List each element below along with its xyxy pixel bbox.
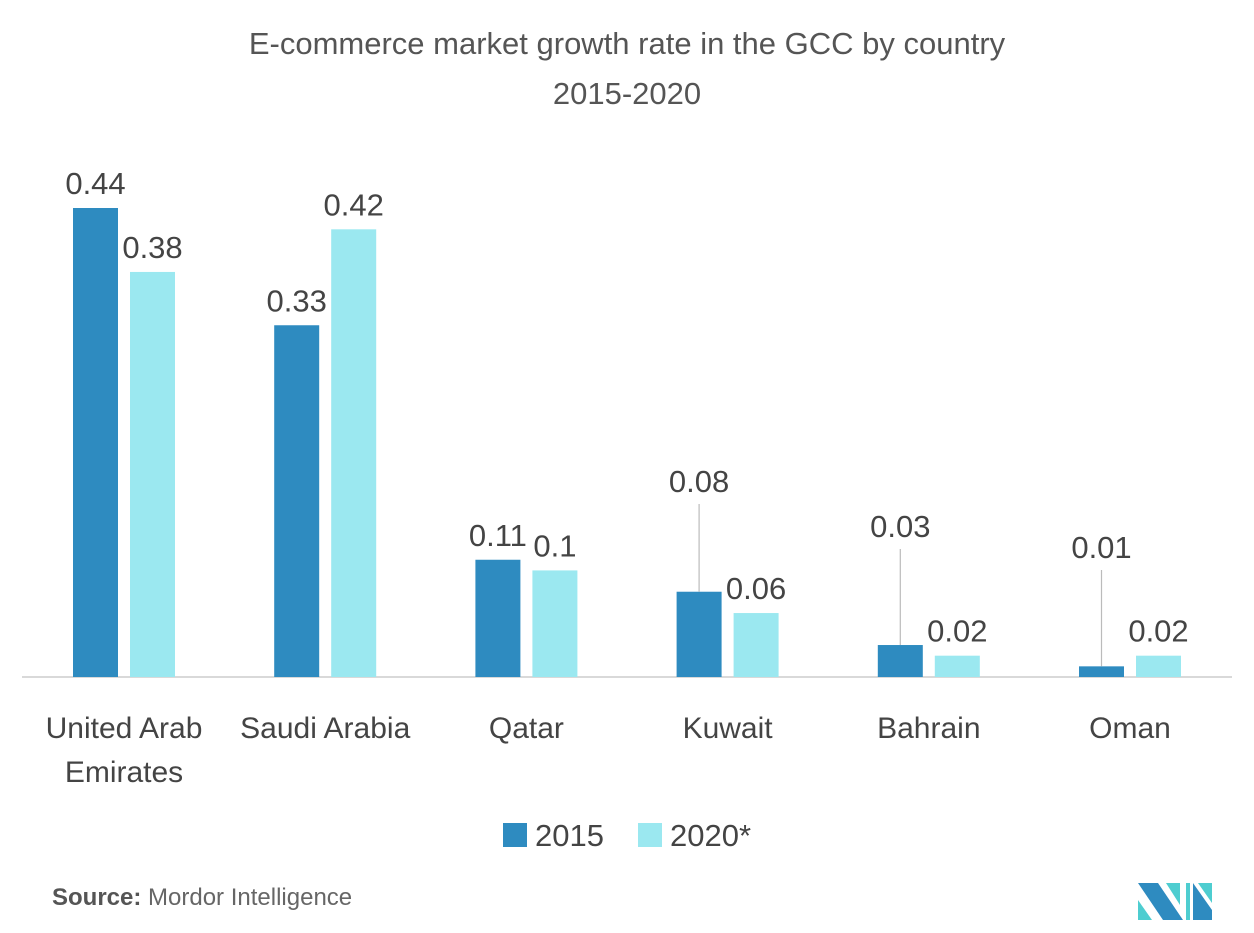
bar-2015-1 bbox=[274, 325, 320, 677]
category-label: United Arab Emirates bbox=[46, 712, 203, 789]
chart-subtitle: 2015-2020 bbox=[552, 76, 702, 111]
bar-2015-4 bbox=[877, 645, 923, 677]
legend-label: 2015 bbox=[535, 818, 604, 853]
category-label: Oman bbox=[1089, 712, 1171, 745]
chart-title: E-commerce market growth rate in the GCC… bbox=[248, 26, 1006, 61]
data-label: 0.01 bbox=[1071, 530, 1131, 565]
legend-label: 2020* bbox=[670, 818, 751, 853]
category-label: Saudi Arabia bbox=[240, 712, 410, 745]
data-label: 0.1 bbox=[533, 528, 576, 563]
logo-mark bbox=[1166, 883, 1180, 905]
category-label: Kuwait bbox=[683, 712, 774, 745]
logo-mark bbox=[1193, 883, 1212, 920]
category-label: Bahrain bbox=[877, 712, 980, 745]
data-label: 0.03 bbox=[870, 509, 930, 544]
logo-mark bbox=[1138, 900, 1152, 920]
logo-mark bbox=[1138, 883, 1183, 920]
legend-swatch bbox=[503, 823, 527, 847]
data-label: 0.33 bbox=[267, 283, 327, 318]
data-label: 0.08 bbox=[669, 464, 729, 499]
bar-2020-1 bbox=[331, 229, 377, 677]
data-label: 0.11 bbox=[469, 518, 527, 553]
bar-2015-3 bbox=[676, 591, 722, 677]
logo-mark bbox=[1186, 883, 1190, 920]
source-note: Source: Mordor Intelligence bbox=[52, 884, 352, 912]
data-label: 0.06 bbox=[726, 571, 786, 606]
bar-2020-3 bbox=[733, 613, 779, 677]
bar-2020-5 bbox=[1136, 655, 1181, 677]
logo-mark bbox=[1198, 883, 1212, 903]
data-label: 0.02 bbox=[927, 614, 987, 649]
category-label: Qatar bbox=[489, 712, 564, 745]
bar-2015-0 bbox=[73, 208, 118, 677]
bar-2015-5 bbox=[1079, 666, 1124, 677]
bar-2020-4 bbox=[934, 655, 980, 677]
bar-2020-0 bbox=[130, 271, 175, 677]
source-label: Source: bbox=[52, 884, 142, 911]
source-text: Mordor Intelligence bbox=[148, 884, 353, 911]
legend-swatch bbox=[638, 823, 662, 847]
bar-2015-2 bbox=[475, 559, 521, 677]
data-label: 0.02 bbox=[1128, 614, 1188, 649]
data-label: 0.38 bbox=[122, 230, 182, 265]
data-label: 0.42 bbox=[324, 187, 384, 222]
data-label: 0.44 bbox=[65, 166, 125, 201]
bar-2020-2 bbox=[532, 570, 578, 677]
